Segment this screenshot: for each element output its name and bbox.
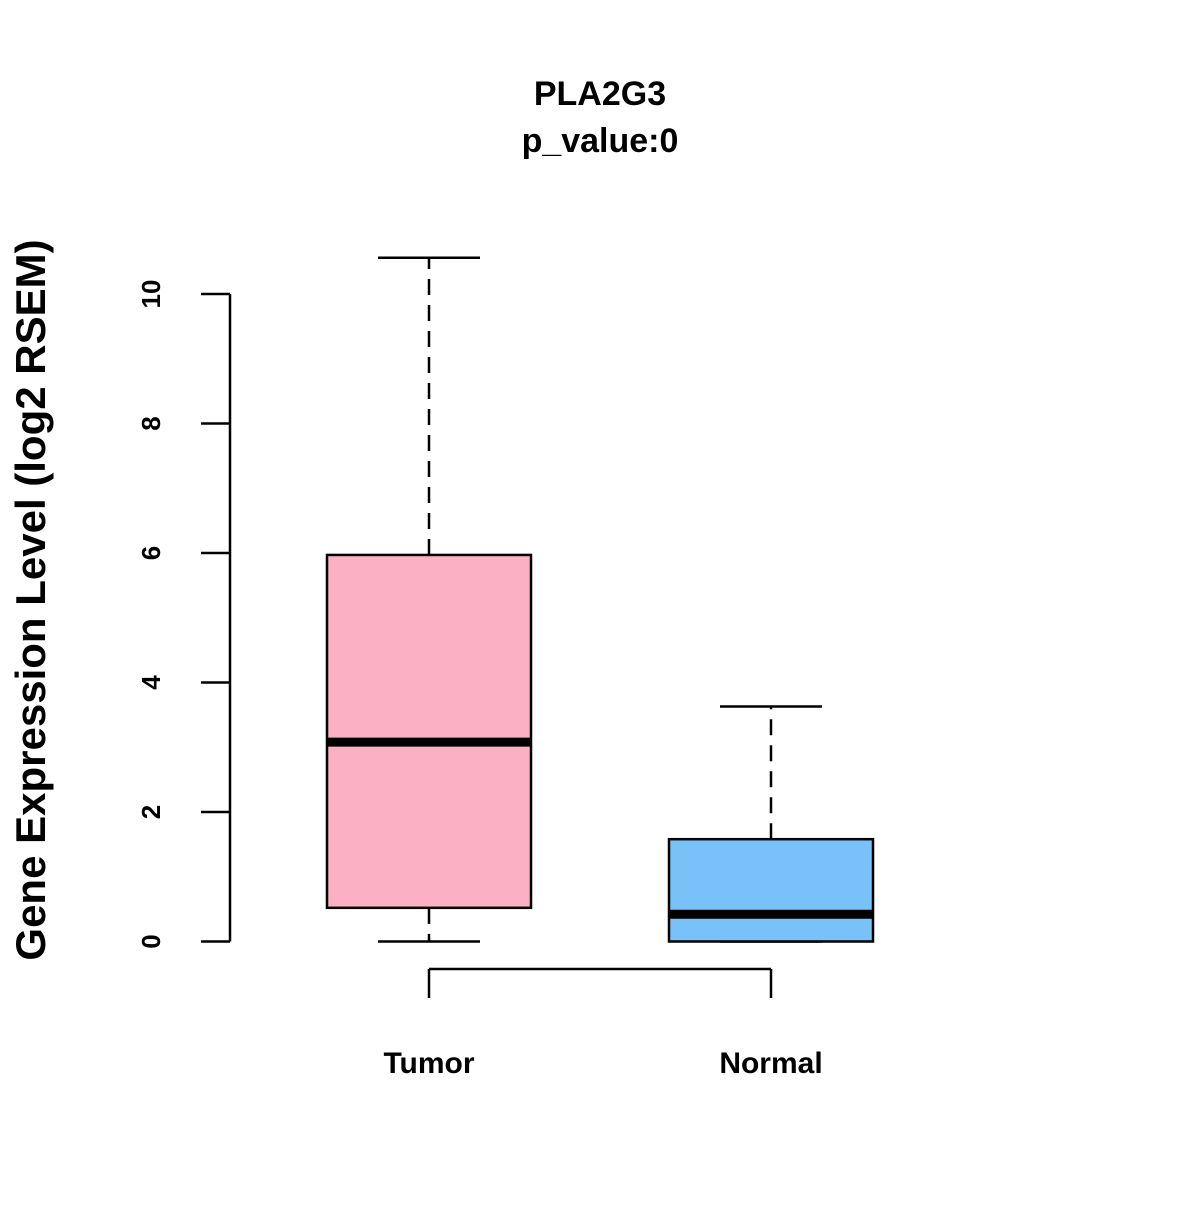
box-iqr [325, 553, 533, 910]
y-tick-label: 10 [136, 280, 166, 309]
box-normal [667, 705, 875, 943]
x-category-label: Normal [719, 1047, 822, 1080]
chart-subtitle: p_value:0 [522, 122, 679, 160]
y-tick-label: 0 [136, 934, 166, 948]
y-axis: 0 2 4 6 8 10 [136, 280, 232, 949]
box-tumor [325, 256, 533, 943]
x-category-label: Tumor [383, 1047, 474, 1080]
y-tick-label: 8 [136, 416, 166, 430]
y-tick-label: 4 [136, 675, 166, 690]
chart-title: PLA2G3 [534, 75, 666, 113]
y-axis-title: Gene Expression Level (log2 RSEM) [7, 239, 54, 960]
comparison-bracket [427, 967, 773, 998]
y-tick-label: 6 [136, 546, 166, 560]
y-tick-label: 2 [136, 805, 166, 819]
x-axis-labels: Tumor Normal [383, 1047, 822, 1080]
box-iqr [667, 837, 875, 943]
box-group [325, 256, 875, 943]
